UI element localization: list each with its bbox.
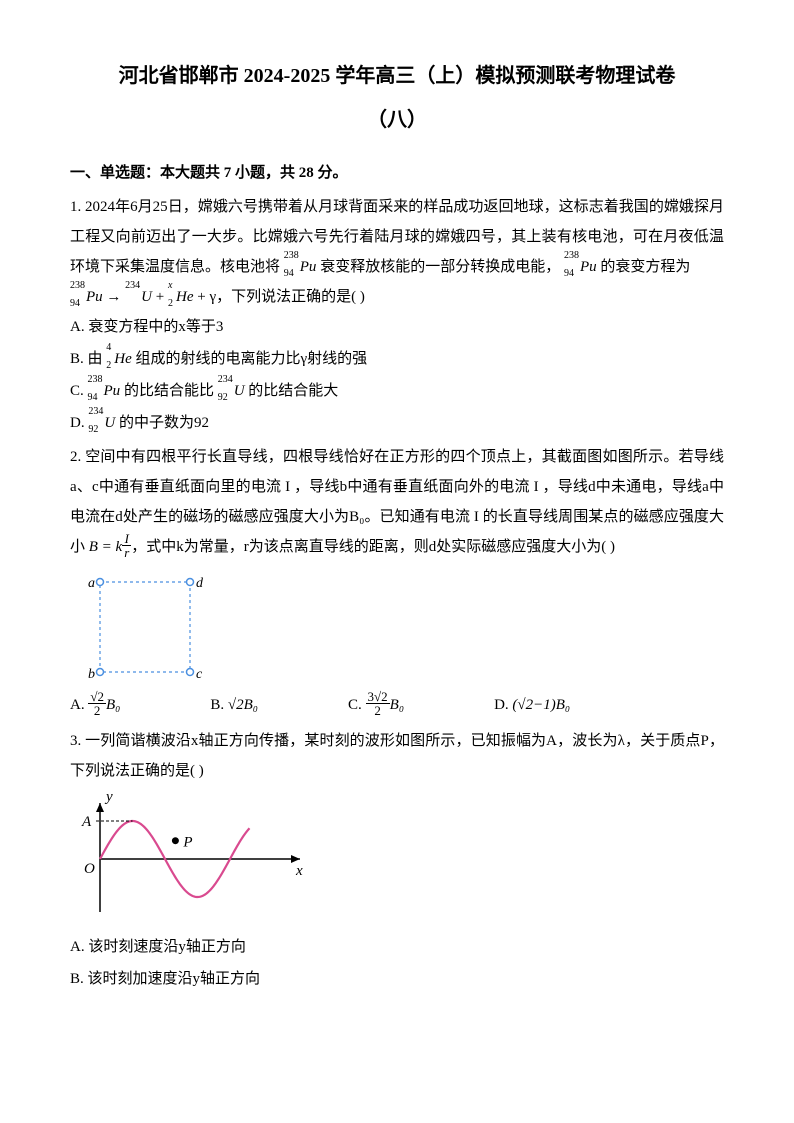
question-1: 1. 2024年6月25日，嫦娥六号携带着从月球背面采来的样品成功返回地球，这标…	[70, 192, 724, 438]
svg-text:y: y	[104, 794, 113, 805]
svg-text:d: d	[196, 576, 204, 591]
svg-text:P: P	[182, 835, 192, 851]
q2-square-diagram: a d b c	[70, 572, 724, 682]
question-2: 2. 空间中有四根平行长直导线，四根导线恰好在正方形的四个顶点上，其截面图如图所…	[70, 442, 724, 720]
isotope-d-u: 23492U	[88, 408, 115, 438]
frac-I-r: Ir	[122, 532, 131, 559]
isotope-pu238-1: 23894Pu	[284, 252, 317, 282]
q3-option-b: B. 该时刻加速度沿y轴正方向	[70, 964, 724, 994]
q2-option-b: B. √2B₀	[210, 690, 258, 720]
q2-option-d: D. (√2−1)B₀	[494, 690, 570, 720]
q1-text-b: 衰变释放核能的一部分转换成电能，	[320, 259, 560, 275]
isotope-he: x2He	[168, 282, 194, 312]
q1-decay-eq: 23894Pu → 234 U + x2He + γ，下列说法正确的是( )	[70, 282, 724, 312]
svg-text:A: A	[81, 814, 92, 830]
svg-text:b: b	[88, 667, 95, 682]
question-3: 3. 一列简谐横波沿x轴正方向传播，某时刻的波形如图所示，已知振幅为A，波长为λ…	[70, 726, 724, 994]
q1-option-c: C. 23894Pu 的比结合能比 23492U 的比结合能大	[70, 376, 724, 406]
svg-text:O: O	[84, 861, 95, 877]
q3-option-a: A. 该时刻速度沿y轴正方向	[70, 932, 724, 962]
q3-wave-diagram: y x A O P	[70, 794, 724, 924]
svg-text:a: a	[88, 576, 95, 591]
isotope-c-u: 23492U	[218, 376, 245, 406]
isotope-pu238-3: 23894Pu	[70, 282, 103, 312]
q1-option-b: B. 由 42He 组成的射线的电离能力比γ射线的强	[70, 344, 724, 374]
q1-option-a: A. 衰变方程中的x等于3	[70, 312, 724, 342]
exam-subtitle: （八）	[70, 100, 724, 140]
svg-text:c: c	[196, 667, 203, 682]
isotope-pu238-2: 23894Pu	[564, 252, 597, 282]
isotope-he4: 42He	[106, 344, 132, 374]
isotope-u234: 234 U	[125, 282, 152, 312]
section-header: 一、单选题：本大题共 7 小题，共 28 分。	[70, 158, 724, 188]
q2-text: 2. 空间中有四根平行长直导线，四根导线恰好在正方形的四个顶点上，其截面图如图所…	[70, 442, 724, 562]
q3-text: 3. 一列简谐横波沿x轴正方向传播，某时刻的波形如图所示，已知振幅为A，波长为λ…	[70, 726, 724, 786]
q2-option-a: A. √22B₀	[70, 690, 120, 720]
q2-options: A. √22B₀ B. √2B₀ C. 3√22B₀ D. (√2−1)B₀	[70, 690, 724, 720]
q1-text: 1. 2024年6月25日，嫦娥六号携带着从月球背面采来的样品成功返回地球，这标…	[70, 192, 724, 282]
q2-option-c: C. 3√22B₀	[348, 690, 404, 720]
q1-text-c: 的衰变方程为	[600, 259, 690, 275]
exam-title: 河北省邯郸市 2024-2025 学年高三（上）模拟预测联考物理试卷	[70, 60, 724, 92]
q1-option-d: D. 23492U 的中子数为92	[70, 408, 724, 438]
svg-text:x: x	[295, 863, 303, 879]
